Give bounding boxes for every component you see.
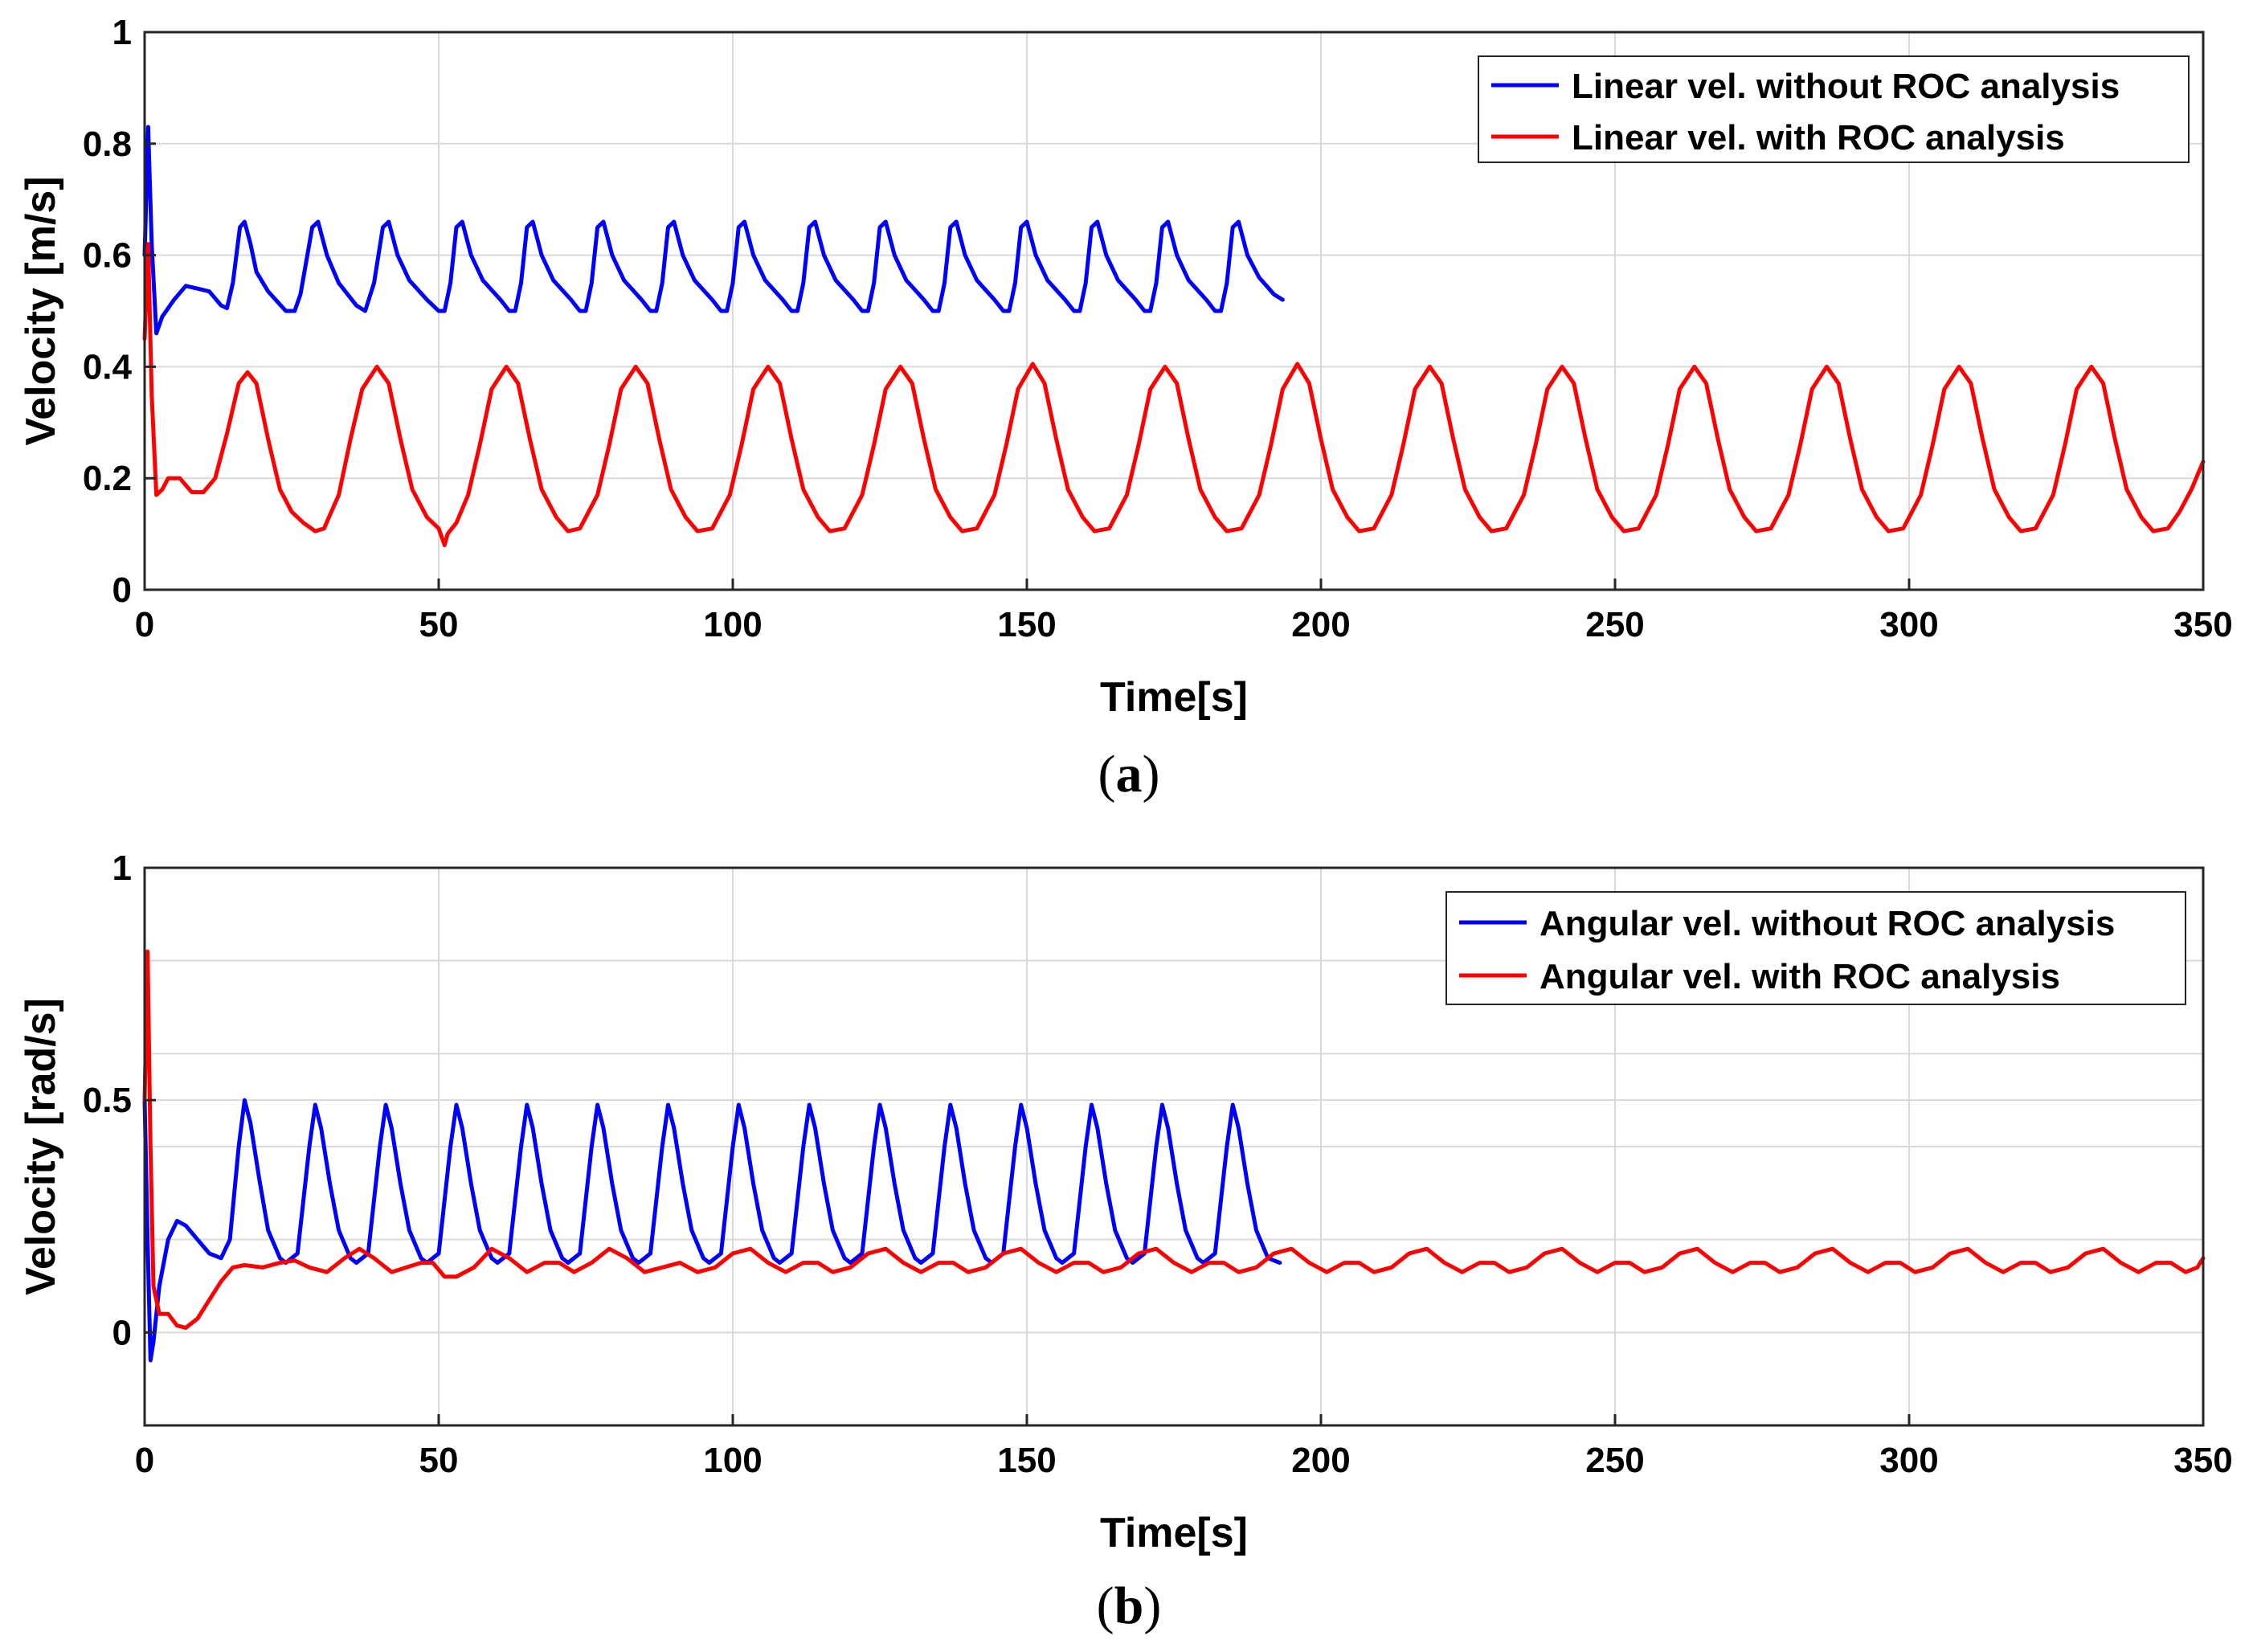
legend-a: Linear vel. without ROC analysis Linear … [1478, 55, 2190, 163]
legend-box-a [1478, 55, 2190, 163]
legend-label-angular-without-roc: Angular vel. without ROC analysis [1539, 904, 2115, 943]
x-tick-label-b-7: 350 [2173, 1441, 2232, 1480]
x-ticks-b: 0 50 100 150 200 250 300 350 [135, 1414, 2233, 1480]
chart-b: 0 50 100 150 200 250 300 350 00.51 Time[s] Velo… [18, 848, 2233, 1635]
y-axis-label-b: Velocity [rad/s] [18, 998, 64, 1295]
x-tick-label-b-3: 150 [997, 1441, 1056, 1480]
x-tick-label-b-0: 0 [135, 1441, 154, 1480]
axes-frame-b [143, 866, 2205, 1427]
x-tick-label-a-6: 300 [1879, 605, 1938, 644]
x-tick-label-a-3: 150 [997, 605, 1056, 644]
series-line-a-1 [142, 242, 2206, 547]
series-line-a-0 [142, 125, 1285, 336]
x-tick-label-b-6: 300 [1879, 1441, 1938, 1480]
caption-letter-a: a [1116, 745, 1143, 804]
x-tick-label-b-5: 250 [1585, 1441, 1644, 1480]
y-tick-label-a-1: 0.2 [83, 459, 132, 498]
legend-box-b [1445, 891, 2186, 1005]
y-tick-label-a-3: 0.6 [83, 236, 132, 276]
series-line-b-0 [142, 1098, 1282, 1363]
y-tick-label-a-2: 0.4 [83, 347, 133, 386]
x-tick-label-b-4: 200 [1291, 1441, 1350, 1480]
legend-label-angular-with-roc: Angular vel. with ROC analysis [1539, 957, 2060, 996]
x-axis-label-b: Time[s] [1100, 1510, 1248, 1556]
x-tick-label-a-2: 100 [703, 605, 762, 644]
y-tick-label-a-5: 1 [112, 13, 132, 52]
x-axis-label-a: Time[s] [1100, 674, 1248, 721]
y-tick-label-a-4: 0.8 [83, 125, 132, 164]
x-tick-label-a-7: 350 [2173, 605, 2232, 644]
x-tick-label-a-5: 250 [1585, 605, 1644, 644]
x-tick-label-a-4: 200 [1291, 605, 1350, 644]
x-tick-label-b-1: 50 [419, 1441, 459, 1480]
y-tick-label-a-0: 0 [112, 570, 132, 610]
caption-a: (a) [1098, 745, 1160, 804]
axes-frame-a [143, 31, 2205, 591]
chart-a: 0 50 100 150 200 250 300 350 0 0.2 0.4 0.6 0.8 1 Tim… [18, 13, 2233, 804]
x-tick-label-a-0: 0 [135, 605, 154, 644]
series-b [142, 949, 2206, 1363]
y-tick-label-b-0: 0 [112, 1313, 132, 1352]
x-tick-label-a-1: 50 [419, 605, 459, 644]
y-tick-label-b-1: 0.5 [83, 1081, 132, 1120]
legend-label-linear-without-roc: Linear vel. without ROC analysis [1572, 67, 2120, 106]
caption-b: (b) [1097, 1576, 1162, 1635]
y-ticks-b: 00.51 [83, 848, 156, 1352]
legend-b: Angular vel. without ROC analysis Angula… [1445, 891, 2186, 1005]
caption-letter-b: b [1114, 1576, 1144, 1635]
y-tick-label-b-2: 1 [112, 848, 132, 888]
x-ticks-a: 0 50 100 150 200 250 300 350 [135, 579, 2233, 644]
x-tick-label-b-2: 100 [703, 1441, 762, 1480]
series-a [142, 125, 2206, 547]
y-axis-label-a: Velocity [m/s] [18, 176, 64, 445]
series-line-b-1 [142, 949, 2206, 1330]
legend-label-linear-with-roc: Linear vel. with ROC analysis [1572, 118, 2065, 157]
y-ticks-a: 0 0.2 0.4 0.6 0.8 1 [83, 13, 156, 610]
